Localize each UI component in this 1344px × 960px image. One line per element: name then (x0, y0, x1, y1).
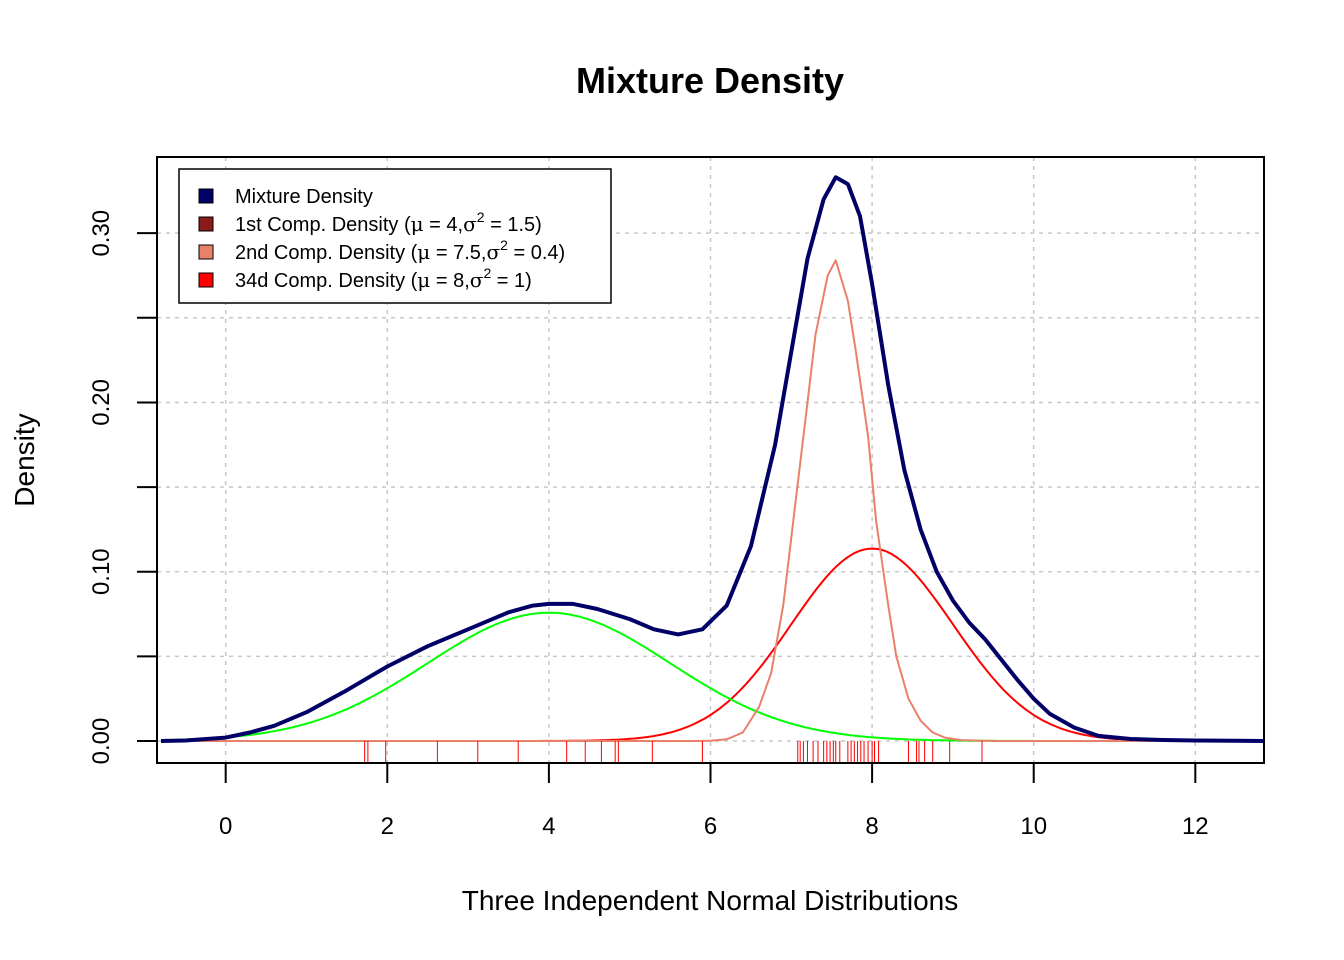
series-line-2 (161, 259, 1264, 742)
x-tick-label-4: 8 (865, 813, 878, 840)
y-tick-label-2: 0.10 (88, 548, 115, 595)
x-tick-label-2: 4 (542, 813, 555, 840)
legend-swatch-0 (198, 188, 214, 204)
x-tick-label-3: 6 (704, 813, 717, 840)
legend-label-0: Mixture Density (235, 186, 373, 208)
y-tick-label-0: 0.00 (88, 718, 115, 765)
legend-swatch-3 (198, 272, 214, 288)
series-layer (160, 175, 1265, 743)
y-tick-label-6: 0.30 (88, 210, 115, 257)
legend-label-3: 34d Comp. Density (μ = 8,σ2 = 1) (235, 265, 532, 292)
x-tick-label-1: 2 (381, 813, 394, 840)
legend-label-1: 1st Comp. Density (μ = 4,σ2 = 1.5) (235, 209, 542, 236)
series-line-0 (160, 175, 1265, 743)
legend-swatch-1 (198, 216, 214, 232)
x-tick-label-5: 10 (1020, 813, 1047, 840)
legend-swatch-2 (198, 244, 214, 260)
chart-title: Mixture Density (576, 60, 844, 101)
x-axis-label: Three Independent Normal Distributions (462, 885, 958, 916)
series-line-1 (160, 611, 1264, 742)
rug-marks (364, 740, 983, 763)
x-tick-label-6: 12 (1182, 813, 1209, 840)
y-axis: 0.00 0.10 0.20 0.30 (88, 210, 158, 765)
x-axis: 0 2 4 6 8 10 12 (219, 762, 1209, 840)
legend-label-2: 2nd Comp. Density (μ = 7.5,σ2 = 0.4) (235, 237, 565, 264)
x-tick-label-0: 0 (219, 813, 232, 840)
y-axis-label: Density (9, 413, 40, 506)
series-line-3 (161, 547, 1264, 742)
y-tick-label-4: 0.20 (88, 379, 115, 426)
legend-box (178, 168, 612, 304)
